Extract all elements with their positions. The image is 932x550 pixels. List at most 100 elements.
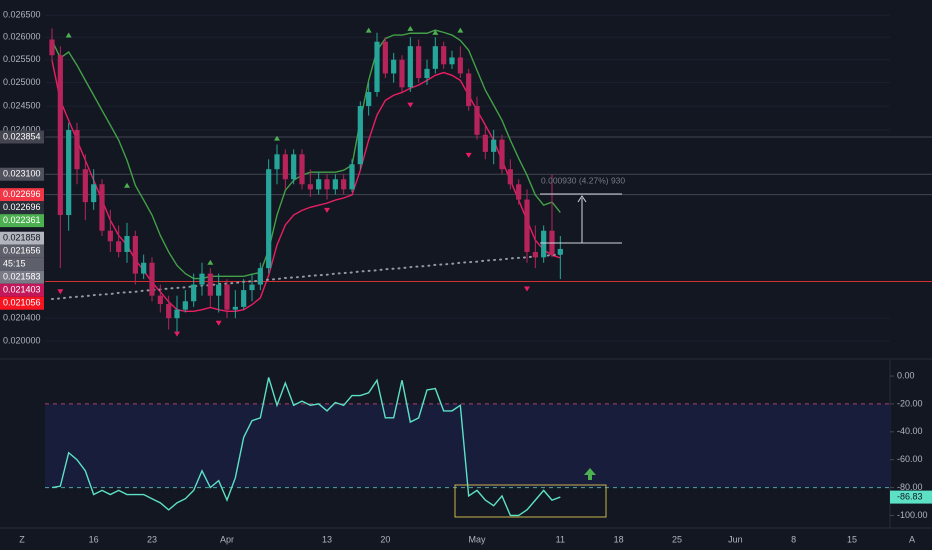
signal-up — [207, 259, 214, 265]
auto-scale-button[interactable]: A — [909, 534, 915, 544]
x-tick-label: 16 — [89, 534, 99, 544]
candle-body — [241, 290, 247, 307]
signal-up — [124, 182, 130, 188]
x-tick-label: 11 — [556, 534, 565, 544]
candle-body — [182, 301, 188, 310]
candle-body — [516, 184, 522, 200]
price-label: 0.023854 — [3, 131, 41, 141]
candle-body — [124, 235, 130, 252]
signal-down — [465, 152, 472, 158]
y-tick-label: 0.026000 — [3, 32, 41, 42]
price-label: 0.022361 — [3, 215, 41, 225]
measure-tool: 0.000930 (4.27%) 930 — [540, 175, 625, 244]
price-label-box — [0, 188, 44, 202]
scale-button[interactable]: Z — [19, 534, 25, 544]
price-label: 0.021858 — [3, 233, 41, 243]
signal-down — [407, 102, 414, 108]
x-tick-label: 23 — [147, 534, 157, 544]
y-tick-label: 0.020000 — [3, 335, 41, 345]
price-label-box — [0, 283, 44, 297]
candle-body — [66, 129, 72, 216]
oscillator-pane: 0.00 -20.00 -40.00 -60.00 -80.00 -100.00 -86.8… — [45, 370, 932, 520]
candle-body — [441, 46, 447, 65]
candle-body — [82, 169, 88, 203]
candle-body — [457, 57, 463, 74]
y-tick-label: 0.020400 — [3, 313, 41, 323]
signal-up — [457, 27, 464, 33]
signal-down — [324, 207, 330, 213]
signal-up — [365, 27, 372, 33]
candle-body — [291, 154, 297, 180]
price-pane: 0.026500 0.026000 0.025500 0.025000 0.024500… — [0, 10, 932, 345]
x-tick-label: 8 — [791, 534, 796, 544]
candle-body — [99, 184, 105, 231]
candle-body — [74, 129, 80, 170]
candle-body — [149, 262, 155, 296]
y-tick-label: 0.00 — [897, 370, 915, 380]
y-tick-label: -20.00 — [897, 398, 923, 408]
x-tick-label: 15 — [847, 534, 857, 544]
indicator-line — [51, 253, 562, 301]
x-tick-label: 25 — [672, 534, 682, 544]
candle-body — [157, 295, 163, 305]
last-value-box — [890, 490, 932, 504]
candle-body — [91, 184, 97, 203]
signal-arrow — [584, 468, 596, 480]
x-tick-label: 18 — [614, 534, 624, 544]
candle-body — [449, 57, 455, 65]
price-label: 0.021583 — [3, 272, 41, 282]
candle-body — [332, 179, 338, 190]
signal-up — [407, 25, 414, 31]
candle-body — [507, 169, 513, 185]
y-tick-label: 0.025500 — [3, 54, 41, 64]
candle-body — [374, 41, 380, 92]
candle-body — [407, 46, 413, 88]
candle-body — [307, 184, 313, 190]
candle-body — [207, 273, 213, 296]
candle-body — [166, 304, 172, 319]
x-tick-label: 13 — [322, 534, 332, 544]
price-label: 0.023100 — [3, 169, 41, 179]
candle-body — [224, 284, 230, 310]
candle-body — [249, 284, 255, 291]
candle-body — [557, 248, 563, 255]
candle-body — [266, 169, 272, 269]
candle-body — [257, 268, 263, 285]
candle-body — [466, 73, 472, 107]
price-label-box — [0, 244, 44, 258]
candle-body — [191, 284, 197, 302]
candle-body — [366, 91, 372, 107]
candle-body — [532, 251, 538, 258]
candle-body — [357, 106, 363, 165]
price-label-box — [0, 214, 44, 228]
candle-body — [199, 273, 205, 285]
candle-body — [49, 39, 55, 56]
signal-down — [524, 286, 530, 292]
candle-body — [216, 284, 222, 296]
candle-body — [491, 139, 497, 152]
price-label-box — [0, 270, 44, 284]
candle-body — [349, 164, 355, 190]
countdown-box — [0, 257, 44, 271]
y-tick-label: -100.00 — [897, 510, 928, 520]
signal-down — [57, 289, 64, 295]
candle-body — [541, 230, 547, 258]
price-label-box — [0, 201, 44, 215]
price-label: 0.022696 — [3, 202, 41, 212]
candle-body — [107, 230, 113, 242]
x-tick-label: Jun — [728, 534, 743, 544]
candle-body — [382, 41, 388, 74]
candle-body — [416, 46, 422, 79]
candle-body — [232, 306, 238, 310]
price-label-box — [0, 130, 44, 144]
candle-body — [432, 46, 438, 69]
price-label: 0.021056 — [3, 298, 41, 308]
candle-body — [499, 139, 505, 170]
signal-up — [274, 135, 280, 141]
signal-down — [215, 320, 222, 326]
candle-body — [324, 179, 330, 190]
y-tick-label: -40.00 — [897, 426, 923, 436]
candle-body — [282, 154, 288, 180]
candle-body — [341, 179, 347, 190]
